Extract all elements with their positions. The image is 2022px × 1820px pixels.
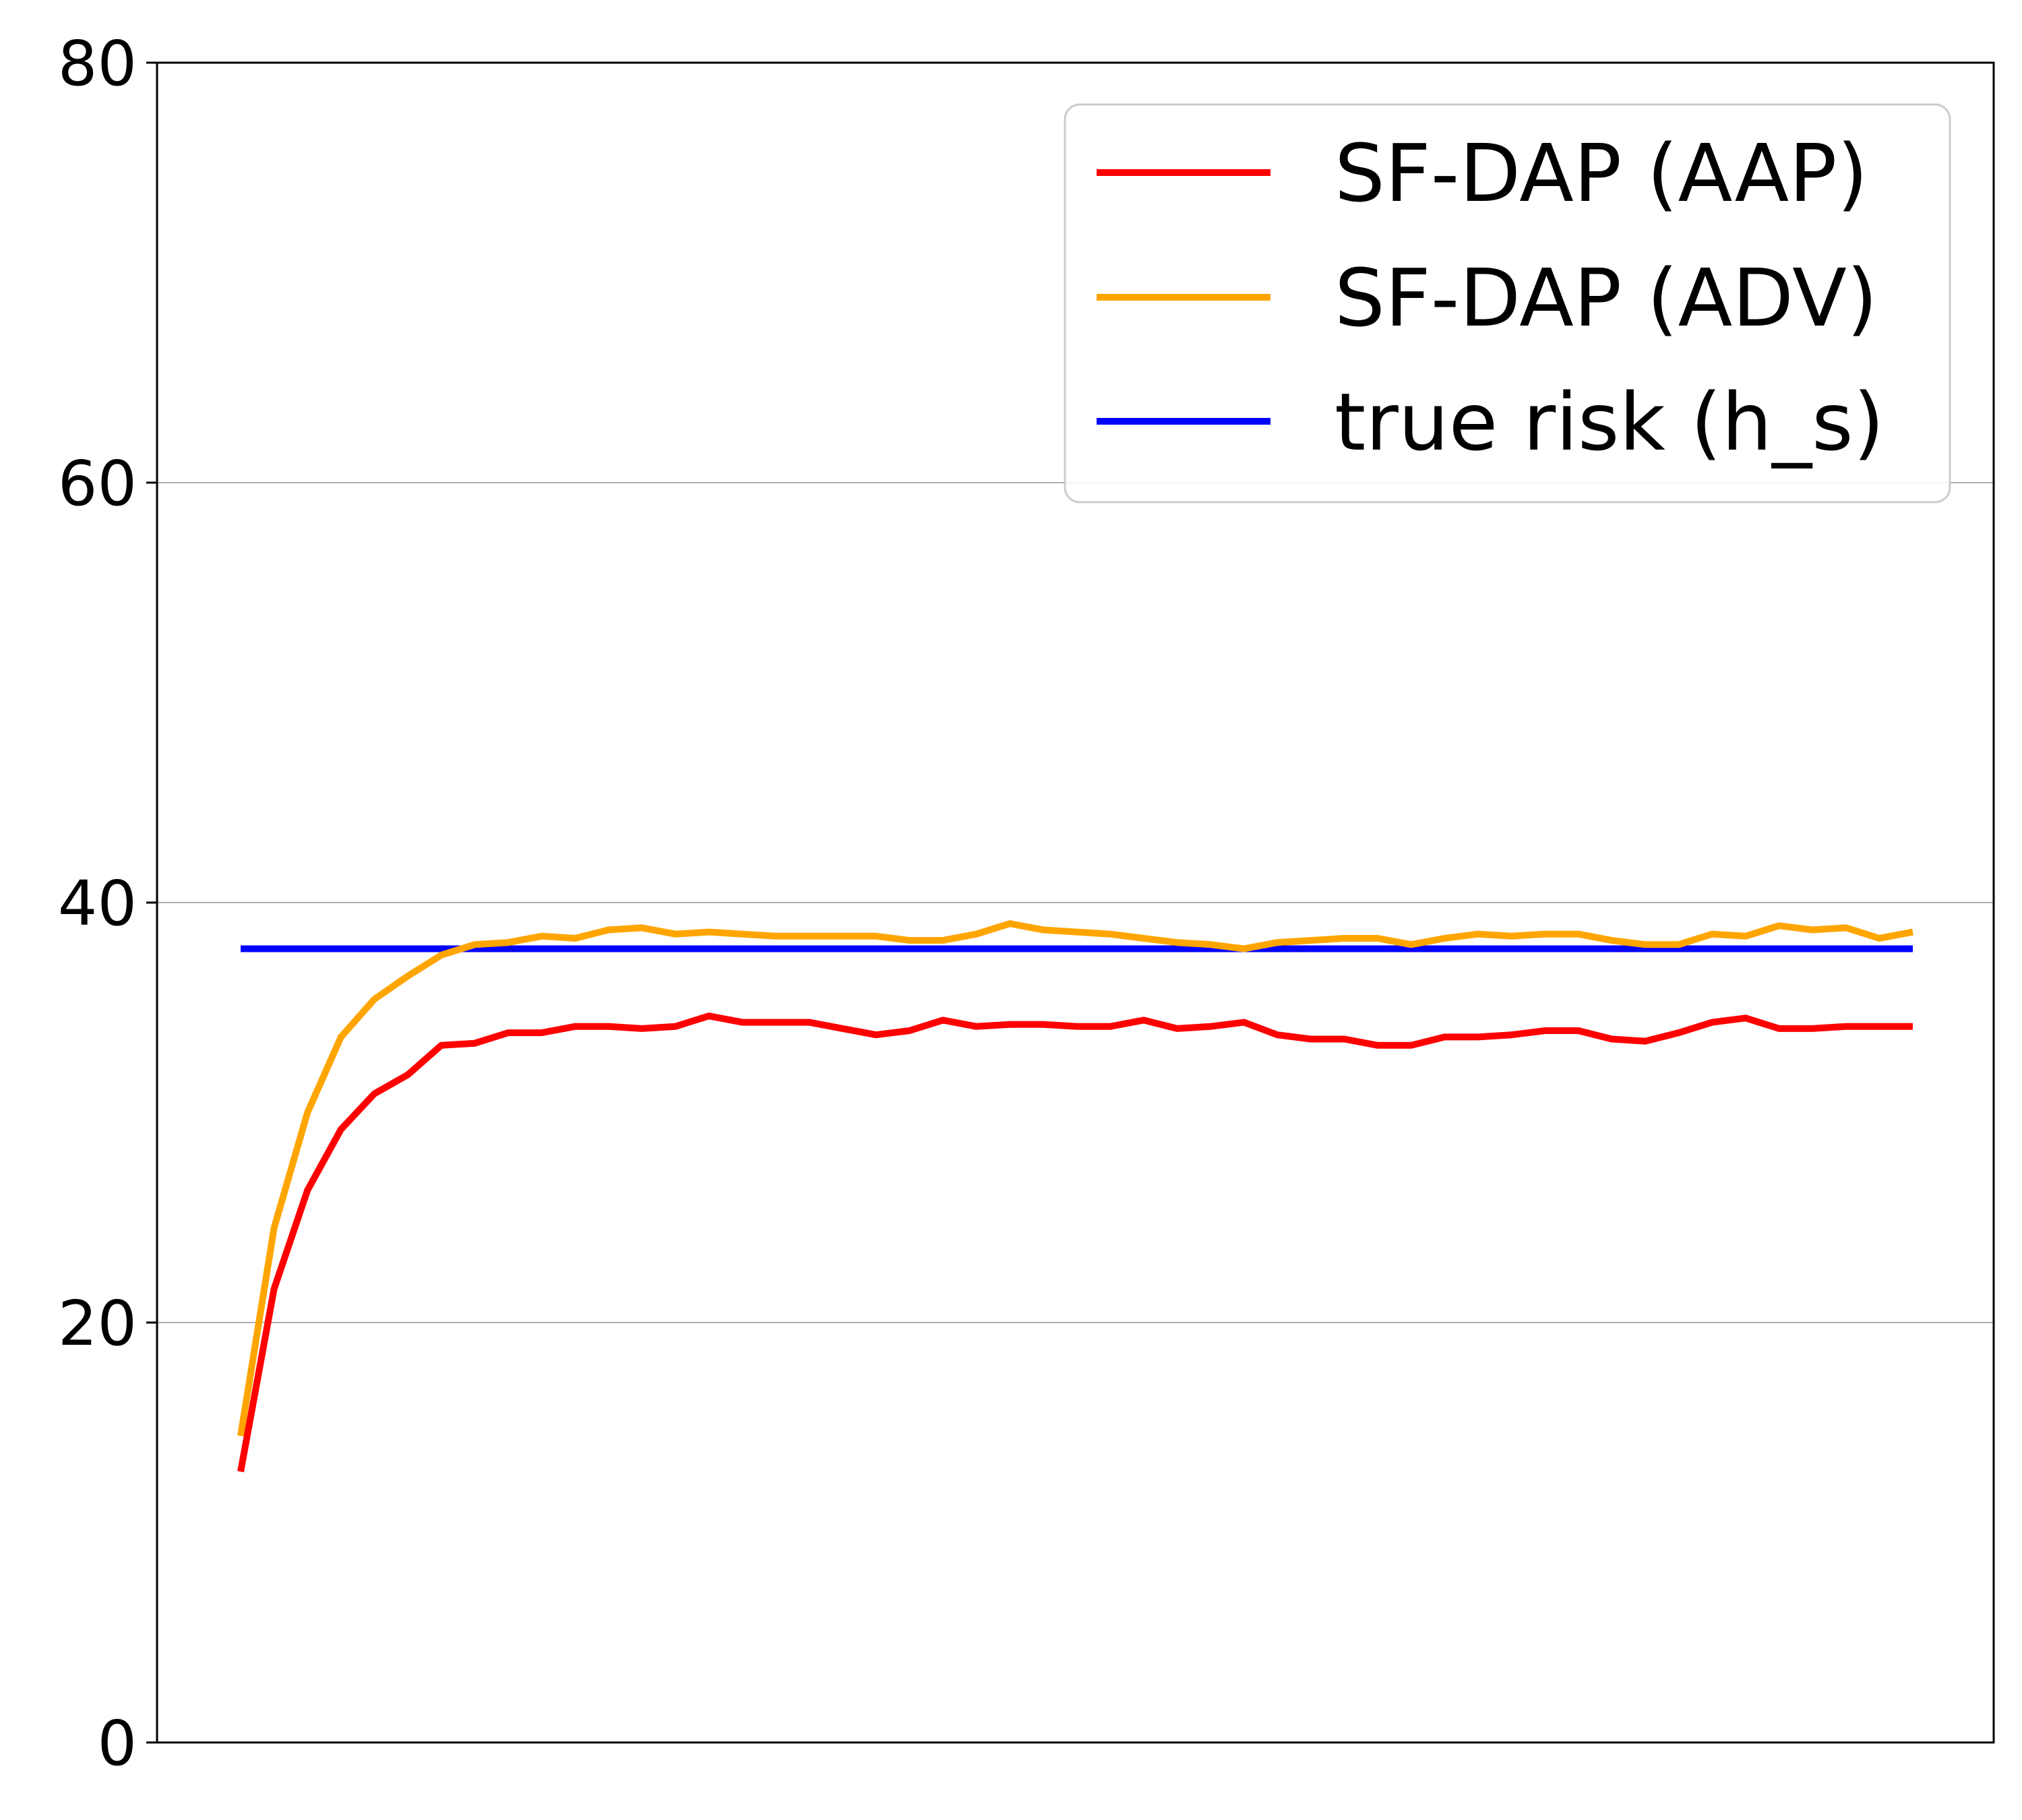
y-axis: 0 20 40 60 80: [58, 28, 157, 1780]
series-lines: [237, 920, 1913, 1473]
y-tick-label-80: 80: [58, 28, 137, 100]
legend-label-adv: SF-DAP (ADV): [1335, 251, 1878, 344]
legend-entry-true-risk: true risk (h_s): [1097, 375, 1885, 468]
legend: SF-DAP (AAP) SF-DAP (ADV) true risk (h_s…: [1064, 103, 1951, 504]
y-tick-label-60: 60: [58, 448, 137, 520]
legend-frame: [1064, 103, 1951, 504]
y-tick-label-0: 0: [97, 1707, 137, 1780]
legend-entry-aap: SF-DAP (AAP): [1097, 127, 1868, 220]
legend-label-true-risk: true risk (h_s): [1335, 375, 1885, 468]
y-tick-label-20: 20: [58, 1287, 137, 1360]
legend-entry-adv: SF-DAP (ADV): [1097, 251, 1878, 344]
y-tick-label-40: 40: [58, 868, 137, 940]
series-line-adv: [237, 920, 1913, 1436]
legend-label-aap: SF-DAP (AAP): [1335, 127, 1868, 220]
series-line-aap: [237, 1012, 1913, 1473]
